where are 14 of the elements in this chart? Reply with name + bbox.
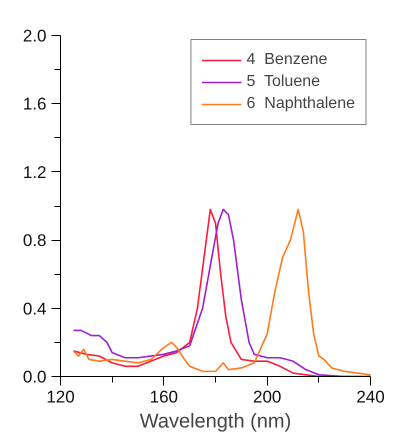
y-tick-label: 1.6 xyxy=(22,94,47,114)
text: 0.0 xyxy=(22,368,47,386)
x-axis-title: Wavelength (nm) xyxy=(140,410,292,432)
x-tick-label: 240 xyxy=(356,388,385,406)
y-tick-label: 1.2 xyxy=(22,162,47,182)
text: 2.0 xyxy=(22,26,47,46)
x-tick-label: 160 xyxy=(150,388,178,406)
legend-label: 4 Benzene xyxy=(246,51,328,69)
y-tick-label: 0.8 xyxy=(22,231,47,250)
legend-label: 6 Naphthalene xyxy=(246,95,355,113)
y-tick-label: 0.4 xyxy=(22,299,47,318)
x-tick-label: 200 xyxy=(252,388,282,406)
legend-label: 5 Toluene xyxy=(246,73,320,91)
x-tick-label: 120 xyxy=(46,388,75,406)
